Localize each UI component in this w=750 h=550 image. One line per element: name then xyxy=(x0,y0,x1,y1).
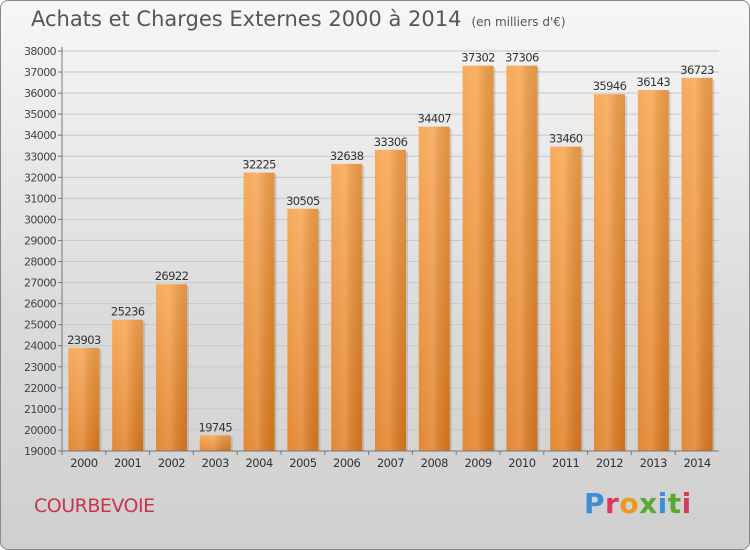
y-tick-label: 26000 xyxy=(24,298,57,311)
data-label: 26922 xyxy=(155,269,189,283)
bars xyxy=(68,65,715,452)
y-axis-ticks: 19000 20000 21000 22000 23000 24000 25000 26000… xyxy=(24,45,62,458)
data-label: 37302 xyxy=(461,51,495,65)
x-tick-label: 2012 xyxy=(596,456,623,470)
bar-shine xyxy=(199,435,231,451)
x-tick-label: 2008 xyxy=(421,456,448,470)
y-tick-label: 27000 xyxy=(24,277,57,290)
y-tick-label: 36000 xyxy=(24,87,57,100)
x-tick-label: 2001 xyxy=(114,456,141,470)
y-tick-label: 34000 xyxy=(24,129,57,142)
data-label: 36143 xyxy=(637,75,671,89)
bar-shine xyxy=(418,126,450,452)
x-tick-label: 2010 xyxy=(508,456,535,470)
y-tick-label: 29000 xyxy=(24,234,57,247)
x-axis-ticks: 2000 2001 2002 2003 2004 2005 2006 2007 2008 2009… xyxy=(61,451,711,470)
x-tick-label: 2005 xyxy=(289,456,316,470)
brand-letter: x xyxy=(639,487,658,520)
data-label: 25236 xyxy=(111,305,145,319)
brand-letter: r xyxy=(605,487,620,520)
data-label: 36723 xyxy=(680,63,714,77)
bar-shine xyxy=(243,172,275,451)
bar-shine xyxy=(550,146,582,451)
x-tick-label: 2013 xyxy=(640,456,667,470)
data-labels: 23903 25236 26922 19745 32225 30505 32638 33306… xyxy=(67,51,715,435)
x-tick-label: 2009 xyxy=(464,456,491,470)
y-tick-label: 30000 xyxy=(24,213,57,226)
data-label: 30505 xyxy=(286,194,320,208)
bar-shine xyxy=(287,208,319,451)
bar-shine xyxy=(156,284,187,451)
title-text: Achats et Charges Externes 2000 à 2014 xyxy=(31,7,462,31)
bar-shine xyxy=(506,65,538,451)
y-tick-label: 35000 xyxy=(24,108,57,121)
bar-shine xyxy=(681,77,713,451)
x-tick-label: 2011 xyxy=(552,456,579,470)
bar-shine xyxy=(637,90,669,452)
y-tick-label: 38000 xyxy=(24,45,57,58)
bar-shine xyxy=(375,149,406,452)
data-label: 19745 xyxy=(199,420,233,434)
brand-letter: o xyxy=(619,487,640,520)
y-tick-label: 22000 xyxy=(24,382,57,395)
data-label: 34407 xyxy=(418,112,452,126)
data-label: 23903 xyxy=(67,333,101,347)
brand-letter: i xyxy=(681,487,692,520)
bar-shine xyxy=(112,319,144,451)
y-tick-label: 28000 xyxy=(24,256,57,269)
bar-shine xyxy=(594,94,625,452)
brand-letter: P xyxy=(584,487,606,520)
data-label: 32225 xyxy=(242,158,276,172)
axes xyxy=(61,47,719,452)
brand-letter: t xyxy=(667,487,682,520)
y-tick-label: 31000 xyxy=(24,192,57,205)
x-tick-label: 2014 xyxy=(683,456,710,470)
data-label: 37306 xyxy=(505,51,539,65)
data-label: 35946 xyxy=(593,79,627,93)
y-tick-label: 24000 xyxy=(24,340,57,353)
brand-letter: i xyxy=(657,487,668,520)
y-tick-label: 32000 xyxy=(24,171,57,184)
x-tick-label: 2002 xyxy=(158,456,185,470)
y-tick-label: 25000 xyxy=(24,319,57,332)
y-tick-label: 23000 xyxy=(24,361,57,374)
x-tick-label: 2000 xyxy=(70,456,97,470)
data-label: 33460 xyxy=(549,132,583,146)
x-tick-label: 2006 xyxy=(333,456,360,470)
title-unit: (en milliers d'€) xyxy=(471,15,566,29)
data-label: 33306 xyxy=(374,135,408,149)
proxiti-logo: Proxiti xyxy=(584,487,692,520)
x-tick-label: 2003 xyxy=(202,456,229,470)
x-tick-label: 2007 xyxy=(377,456,404,470)
bar-shine xyxy=(331,163,363,451)
y-tick-label: 20000 xyxy=(24,424,57,437)
x-tick-label: 2004 xyxy=(245,456,272,470)
bar-shine xyxy=(68,347,100,451)
y-tick-label: 21000 xyxy=(24,403,57,416)
y-tick-label: 33000 xyxy=(24,150,57,163)
y-tick-label: 19000 xyxy=(24,445,57,458)
y-tick-label: 37000 xyxy=(24,66,57,79)
data-label: 32638 xyxy=(330,149,364,163)
bar-shine xyxy=(462,65,494,452)
city-name: COURBEVOIE xyxy=(34,495,155,517)
chart-title: Achats et Charges Externes 2000 à 2014 (e… xyxy=(31,7,566,31)
